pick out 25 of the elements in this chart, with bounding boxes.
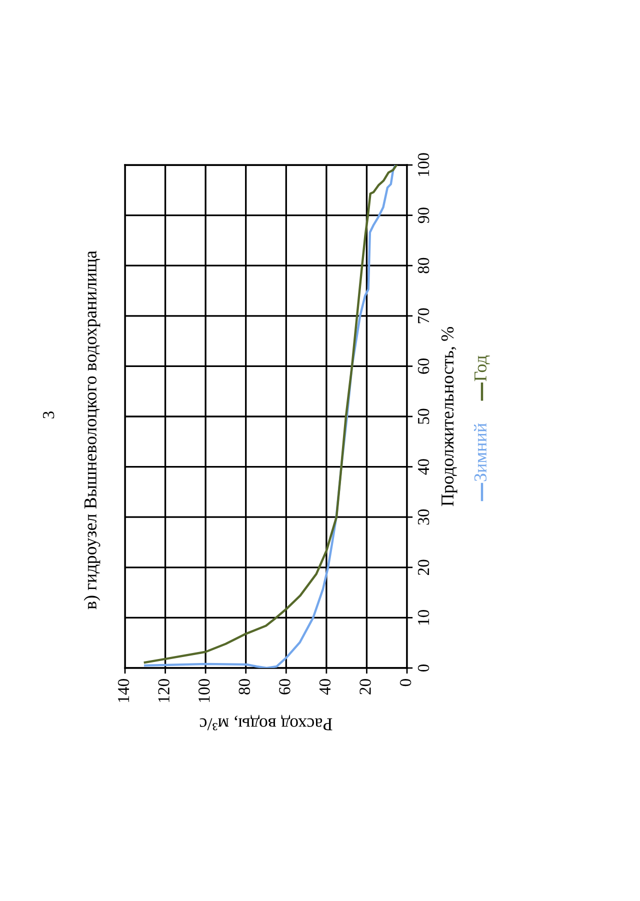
y-tick-label: 80 xyxy=(418,258,430,274)
y-tick-label: 30 xyxy=(418,509,430,525)
y-tick-label: 70 xyxy=(418,308,430,324)
x-tick-label: 100 xyxy=(198,679,210,702)
y-axis-title: Продолжительность, % xyxy=(441,327,458,506)
x-tick-label: 140 xyxy=(118,679,130,702)
text: Год xyxy=(474,355,490,382)
y-tick-label: 90 xyxy=(418,208,430,224)
x-tick-label: 0 xyxy=(400,679,412,686)
x-tick-label: 20 xyxy=(360,679,371,694)
text: в) гидроузел Вышневолоцкого водохранилища xyxy=(84,250,100,610)
y-tick-label: 10 xyxy=(418,610,430,625)
y-tick-label: 0 xyxy=(418,664,430,672)
y-tick-label: 40 xyxy=(418,459,430,475)
x-axis-title: Расход воды, м³/с xyxy=(200,714,332,730)
x-tick-label: 120 xyxy=(158,679,170,702)
y-tick-label: 60 xyxy=(418,358,430,374)
y-tick-label: 20 xyxy=(418,560,430,575)
y-tick-label: 100 xyxy=(418,153,430,176)
y-tick-label: 50 xyxy=(418,408,430,424)
text: Зимний xyxy=(474,423,487,482)
x-tick-label: 60 xyxy=(279,679,290,694)
x-tick-label: 40 xyxy=(319,679,331,695)
text: 3 xyxy=(42,411,54,418)
x-tick-label: 80 xyxy=(238,679,250,694)
